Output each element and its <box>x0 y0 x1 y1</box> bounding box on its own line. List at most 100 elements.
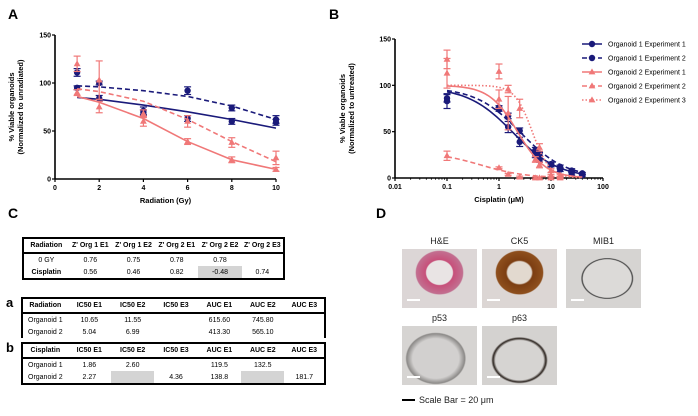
x-tick-label: 100 <box>597 184 609 191</box>
x-tick-label: 8 <box>230 185 234 192</box>
scale-bar <box>571 299 584 301</box>
fit-curve <box>446 89 583 174</box>
table-row: Organoid 2 2.27 4.36 138.8 181.7 <box>22 371 325 384</box>
column-header: IC50 E1 <box>76 347 102 354</box>
table-cell: 0.46 <box>126 268 141 276</box>
data-point <box>228 104 235 112</box>
table-header-row: Cisplatin IC50 E1 IC50 E2 IC50 E3 AUC E1 AUC … <box>22 343 325 358</box>
row-label: 0 GY <box>38 256 55 264</box>
series-organoid-2-experiment-1 <box>443 57 583 180</box>
data-point <box>547 174 555 181</box>
series-organoid-1-experiment-1 <box>73 67 280 129</box>
table-cell: 119.5 <box>210 361 228 369</box>
scale-bar <box>487 376 500 378</box>
table-cell: 5.04 <box>82 328 97 336</box>
scale-bar <box>407 376 420 378</box>
column-header: Z' Org 1 E2 <box>115 242 152 249</box>
legend-item: Organoid 2 Experiment 3 <box>582 96 686 105</box>
y-axis-label: % Viable organoids <box>7 72 16 141</box>
legend-marker <box>588 68 596 75</box>
column-header: IC50 E2 <box>120 347 146 354</box>
table-cell: 0.75 <box>126 256 141 264</box>
table-cell: 0.56 <box>83 268 98 276</box>
panel-label-sub-a: a <box>6 295 14 310</box>
z-factor-table: Radiation Z' Org 1 E1 Z' Org 1 E2 Z' Org 2 … <box>22 237 285 280</box>
legend-marker <box>588 96 596 103</box>
row-label: Cisplatin <box>31 268 62 276</box>
data-point <box>184 137 191 144</box>
column-header: AUC E3 <box>291 347 318 354</box>
table-cell <box>242 253 284 266</box>
legend: Organoid 1 Experiment 1 Organoid 1 Experi… <box>582 40 686 105</box>
table-cell <box>154 326 197 338</box>
fit-curve <box>76 95 277 171</box>
data-point <box>536 143 543 150</box>
y-tick-label: 150 <box>39 33 51 40</box>
y-tick-label: 50 <box>43 129 51 136</box>
table-cell: 138.8 <box>210 373 229 381</box>
legend-item: Organoid 2 Experiment 1 <box>582 68 686 77</box>
data-point <box>184 87 191 94</box>
table-cell: 4.36 <box>169 373 183 381</box>
table-cell: 6.99 <box>125 328 140 336</box>
legend-label: Organoid 1 Experiment 2 <box>608 56 686 63</box>
table-cell: 1.86 <box>82 361 97 369</box>
fit-curve <box>447 84 583 179</box>
data-point <box>568 167 575 174</box>
data-point <box>495 67 503 74</box>
data-point <box>495 95 503 102</box>
column-header: IC50 E3 <box>163 347 189 354</box>
data-point <box>536 174 543 181</box>
cisplatin-ic50-auc-table: Cisplatin IC50 E1 IC50 E2 IC50 E3 AUC E1 AUC … <box>21 342 326 385</box>
column-header: Z' Org 2 E1 <box>158 242 196 249</box>
legend-item: Organoid 1 Experiment 2 <box>582 54 686 63</box>
data-point <box>228 156 236 163</box>
table-cell: 10.65 <box>80 316 99 324</box>
column-header: AUC E1 <box>206 347 233 354</box>
column-header: Z' Org 2 E2 <box>201 242 239 249</box>
table-cell: 0.76 <box>83 256 98 264</box>
panel-label-c: C <box>8 205 19 221</box>
row-label: Organoid 1 <box>28 361 63 369</box>
table-row: Organoid 1 10.65 11.55 615.60 745.80 <box>22 313 325 326</box>
panel-label-b: B <box>329 6 340 22</box>
scale-bar <box>487 299 500 301</box>
y-axis-label-sub: (Normalized to unradiated) <box>16 59 25 155</box>
x-tick-label: 10 <box>547 184 555 191</box>
column-header: AUC E3 <box>291 302 318 309</box>
chart-a-radiation: 0 50 100 150 0 2 4 6 8 10 Radiation (Gy) % Viable o… <box>7 33 280 206</box>
x-tick-label: 6 <box>186 185 190 192</box>
table-cell <box>241 371 285 384</box>
data-point <box>443 55 451 62</box>
table-cell: 565.10 <box>252 328 274 336</box>
y-axis-label: % Viable organoids <box>338 74 347 143</box>
y-axis-label-sub: (Normalized to untreated) <box>347 63 356 154</box>
table-cell <box>154 313 197 326</box>
x-tick-label: 10 <box>272 185 280 192</box>
x-tick-label: 0 <box>53 185 57 192</box>
table-cell: 0.82 <box>169 268 184 276</box>
x-tick-label: 2 <box>97 185 101 192</box>
table-row: Cisplatin 0.56 0.46 0.82 -0.48 0.74 <box>23 266 284 279</box>
data-point <box>184 117 191 124</box>
chart-b-cisplatin: 0 50 100 150 0.01 0.1 1 10 100 Cisplatin (μM) % Vi… <box>338 37 686 205</box>
data-point <box>443 69 451 76</box>
x-tick-label: 0.01 <box>388 184 402 191</box>
data-point <box>140 110 147 117</box>
column-header: Z' Org 2 E3 <box>243 242 281 249</box>
data-point <box>95 76 103 83</box>
data-point <box>516 173 524 180</box>
series-organoid-1-experiment-2 <box>73 79 280 124</box>
column-header: Radiation <box>30 242 63 249</box>
data-point <box>228 118 235 125</box>
data-point <box>272 154 280 161</box>
y-tick-label: 0 <box>387 176 391 183</box>
table-cell: 0.74 <box>255 268 270 276</box>
column-header: Cisplatin <box>30 347 61 354</box>
table-cell: 2.60 <box>125 361 140 369</box>
x-tick-label: 4 <box>141 185 145 192</box>
data-point <box>73 89 81 95</box>
data-point <box>504 170 512 177</box>
column-header: IC50 E2 <box>120 302 146 309</box>
legend-label: Organoid 2 Experiment 1 <box>608 70 686 77</box>
